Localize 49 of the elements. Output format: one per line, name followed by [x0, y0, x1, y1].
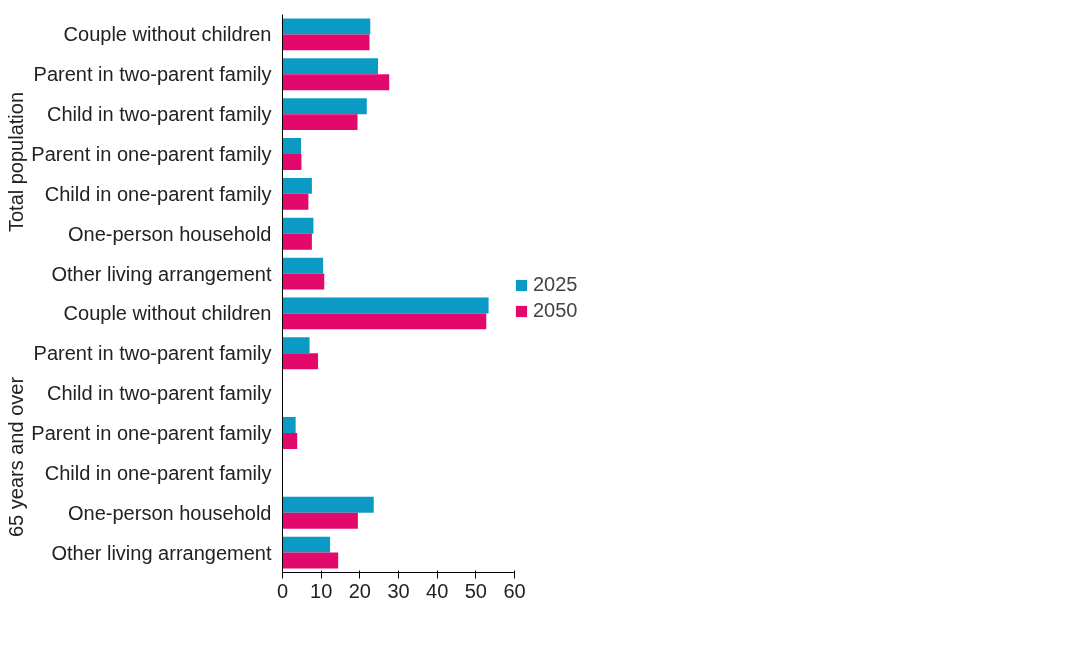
bar: [282, 337, 310, 354]
x-tick-label: 20: [348, 579, 371, 602]
bar: [282, 297, 489, 314]
y-tick-label: Other living arrangement: [51, 262, 272, 285]
bar: [282, 353, 319, 370]
y-tick-label: Child in one-parent family: [44, 461, 272, 484]
legend-label: 2025: [533, 273, 578, 296]
bar: [282, 536, 331, 553]
y-tick-label: Couple without children: [63, 23, 272, 46]
y-tick-label: Child in two-parent family: [46, 382, 272, 405]
x-tick-label: 50: [464, 579, 487, 602]
text: 65 years and over: [4, 376, 27, 538]
x-tick-label: 0: [276, 579, 289, 602]
bar: [282, 193, 309, 210]
x-tick-label: 30: [387, 579, 410, 602]
bar: [282, 313, 487, 330]
bar: [282, 273, 325, 290]
bar: [282, 98, 367, 115]
y-tick-label: Couple without children: [63, 302, 272, 325]
text: Total population: [4, 91, 27, 233]
y-tick-label: Parent in one-parent family: [31, 422, 272, 444]
y-tick-label: Child in one-parent family: [44, 182, 272, 205]
bar: [282, 257, 324, 274]
bar: [282, 177, 312, 194]
x-tick-label: 40: [426, 579, 449, 602]
legend-label: 2050: [533, 299, 578, 322]
bar: [282, 74, 390, 91]
bar: [282, 114, 358, 131]
y-tick-label: Other living arrangement: [51, 541, 272, 564]
x-tick-label: 10: [310, 579, 333, 602]
bar: [282, 512, 358, 529]
y-tick-label: One-person household: [68, 222, 272, 245]
bar: [282, 417, 296, 433]
x-tick-label: 60: [503, 579, 526, 602]
bar: [282, 433, 298, 449]
y-tick-label: Parent in two-parent family: [33, 342, 272, 365]
bar: [282, 496, 374, 513]
bar: [282, 233, 312, 250]
bar: [282, 34, 370, 51]
bar: [282, 154, 302, 170]
bar: [282, 552, 339, 569]
y-tick-label: Parent in two-parent family: [33, 63, 272, 86]
y-tick-label: Parent in one-parent family: [31, 143, 272, 165]
bar: [282, 18, 371, 35]
y-tick-label: Child in two-parent family: [46, 103, 272, 126]
bar: [282, 138, 302, 154]
y-tick-label: One-person household: [68, 501, 272, 524]
bar: [282, 58, 379, 75]
bar: [282, 217, 314, 234]
